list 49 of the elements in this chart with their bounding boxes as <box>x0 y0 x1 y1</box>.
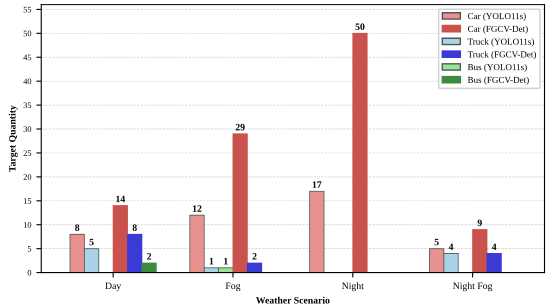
y-tick-label: 25 <box>24 150 32 156</box>
x-tick-label: Night Fog <box>453 282 492 292</box>
bar <box>112 205 128 273</box>
bar <box>472 229 488 273</box>
y-tick-label: 50 <box>24 30 32 36</box>
bar <box>127 234 142 273</box>
data-label: 29 <box>236 124 245 130</box>
data-label: 1 <box>224 258 228 264</box>
data-label: 2 <box>147 253 152 260</box>
y-tick-label: 30 <box>24 126 32 132</box>
data-label: 2 <box>252 253 257 260</box>
data-label: 50 <box>356 23 364 30</box>
data-label: 4 <box>492 244 496 250</box>
y-tick-label: 20 <box>24 174 32 180</box>
data-label: 14 <box>116 196 126 202</box>
legend-label: Truck (FGCV-Det) <box>468 51 536 60</box>
bar <box>232 133 248 273</box>
y-tick-label: 10 <box>24 222 32 228</box>
y-tick-label: 15 <box>24 198 32 204</box>
bar <box>141 262 157 273</box>
x-axis-title: Weather Scenario <box>256 296 330 304</box>
legend-label: Car (YOLO11s) <box>468 12 526 21</box>
bar <box>309 190 324 273</box>
y-tick-label: 35 <box>24 102 32 108</box>
data-label: 4 <box>448 244 454 250</box>
x-tick-label: Day <box>105 282 122 292</box>
data-label: 1 <box>210 258 214 264</box>
data-label: 5 <box>90 238 94 246</box>
data-label: 17 <box>312 181 322 188</box>
bar <box>486 253 502 273</box>
legend-label: Bus (YOLO11s) <box>468 64 527 72</box>
legend-label: Truck (YOLO11s) <box>468 38 534 46</box>
y-tick-label: 0 <box>28 270 32 276</box>
data-label: 9 <box>478 220 482 226</box>
x-tick-label: Fog <box>226 282 240 292</box>
bar <box>352 32 368 273</box>
y-tick-label: 5 <box>28 246 32 252</box>
data-label: 8 <box>75 224 80 231</box>
x-tick-label: Night <box>342 282 364 292</box>
legend-label: Car (FGCV-Det) <box>468 26 528 34</box>
data-label: 5 <box>434 238 439 246</box>
legend-label: Bus (FGCV-Det) <box>468 76 529 85</box>
y-axis-title: Target Quantity <box>8 105 18 172</box>
y-tick-label: 45 <box>23 54 32 60</box>
data-label: 12 <box>192 205 202 212</box>
data-label: 8 <box>132 224 137 231</box>
y-tick-label: 55 <box>24 6 32 12</box>
bar <box>246 262 262 273</box>
y-tick-label: 40 <box>23 78 32 84</box>
